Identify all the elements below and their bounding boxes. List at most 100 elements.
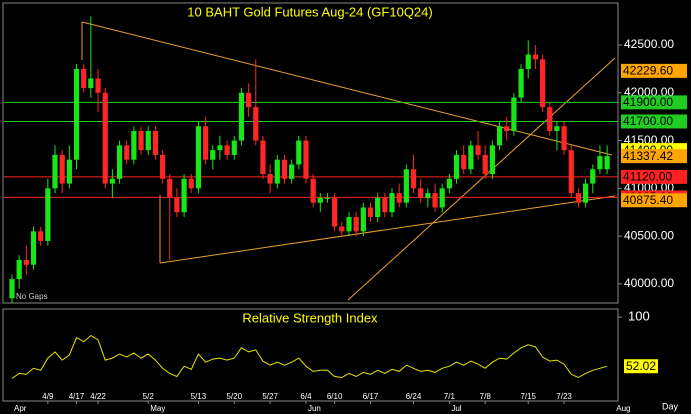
candle-body bbox=[518, 68, 524, 98]
candle-body bbox=[382, 197, 388, 213]
candle-body bbox=[231, 140, 237, 155]
candle-body bbox=[296, 140, 302, 165]
candle-body bbox=[102, 92, 108, 184]
price-label: 41900.00 bbox=[623, 95, 673, 109]
price-label: 41337.42 bbox=[623, 149, 673, 163]
candle-body bbox=[446, 178, 452, 189]
candle-body bbox=[303, 140, 309, 179]
x-tick-label: 7/23 bbox=[556, 392, 572, 401]
x-tick-label: 4/9 bbox=[42, 392, 54, 401]
candle-body bbox=[432, 193, 438, 208]
month-label: Apr bbox=[14, 404, 27, 413]
candle-body bbox=[131, 131, 137, 160]
candle-body bbox=[202, 126, 209, 160]
month-label: May bbox=[150, 404, 165, 413]
x-tick-label: 6/17 bbox=[363, 392, 379, 401]
candle-body bbox=[23, 260, 29, 265]
candle-body bbox=[403, 169, 409, 203]
y-tick-label: 40000.00 bbox=[624, 276, 674, 290]
candle-body bbox=[167, 178, 173, 198]
candle-body bbox=[583, 183, 589, 203]
candle-body bbox=[45, 188, 51, 241]
y-tick-label: 40500.00 bbox=[624, 228, 674, 242]
candle-body bbox=[317, 197, 323, 203]
candle-body bbox=[332, 197, 338, 227]
candle-body bbox=[590, 169, 596, 184]
rsi-panel bbox=[2, 308, 619, 402]
candle-body bbox=[532, 54, 539, 60]
candle-body bbox=[482, 154, 488, 175]
candle-body bbox=[439, 188, 445, 208]
trend-line bbox=[81, 21, 613, 156]
candle-body bbox=[88, 78, 94, 89]
candle-body bbox=[174, 197, 180, 213]
candle-body bbox=[461, 154, 467, 170]
candle-body bbox=[274, 159, 280, 184]
trend-line bbox=[347, 57, 616, 301]
candle-body bbox=[210, 150, 216, 160]
candle-body bbox=[188, 178, 194, 189]
candle-body bbox=[504, 126, 510, 132]
price-label-box bbox=[621, 169, 687, 184]
candle-body bbox=[575, 193, 582, 203]
x-tick-label: 7/15 bbox=[520, 392, 536, 401]
trend-line bbox=[159, 195, 616, 264]
candle-body bbox=[604, 156, 610, 170]
candle-body bbox=[260, 140, 266, 175]
trend-lines bbox=[81, 21, 616, 301]
candle-body bbox=[547, 107, 553, 132]
candle-body bbox=[30, 231, 37, 265]
candle-body bbox=[511, 97, 517, 132]
candle-body bbox=[561, 126, 567, 151]
candle-body bbox=[66, 159, 72, 184]
candle-body bbox=[496, 126, 503, 146]
candle-body bbox=[310, 178, 316, 203]
x-tick-label: 4/22 bbox=[90, 392, 106, 401]
price-label: 41120.00 bbox=[623, 170, 672, 184]
candle-body bbox=[346, 217, 352, 232]
candle-body bbox=[73, 68, 80, 160]
candle-body bbox=[138, 131, 144, 151]
candle-body bbox=[116, 145, 123, 179]
candle-body bbox=[267, 174, 273, 184]
candle-body bbox=[568, 150, 574, 194]
price-label-box bbox=[621, 63, 687, 78]
x-tick-label: 6/4 bbox=[300, 392, 312, 401]
candle-body bbox=[597, 156, 603, 170]
month-label: Aug bbox=[616, 404, 630, 413]
x-tick-label: 5/2 bbox=[143, 392, 155, 401]
candle-body bbox=[339, 226, 345, 232]
candle-body bbox=[109, 178, 115, 184]
x-tick-label: 7/8 bbox=[480, 392, 492, 401]
price-label: 40875.40 bbox=[623, 193, 673, 207]
candle-body bbox=[9, 279, 15, 299]
candle-body bbox=[95, 78, 101, 93]
price-label-box bbox=[621, 193, 687, 208]
price-label: 42229.60 bbox=[623, 64, 673, 78]
x-tick-label: 6/10 bbox=[327, 392, 343, 401]
candle-body bbox=[145, 131, 151, 151]
candle-body bbox=[59, 154, 65, 184]
candle-body bbox=[468, 145, 474, 170]
candle-body bbox=[246, 92, 252, 108]
y-tick-label: 42500.00 bbox=[624, 37, 674, 51]
candle-body bbox=[195, 126, 202, 189]
candle-body bbox=[217, 145, 223, 151]
candle-body bbox=[554, 126, 560, 132]
month-label: Jun bbox=[308, 404, 321, 413]
candle-body bbox=[453, 154, 460, 179]
candle-body bbox=[16, 260, 22, 280]
x-tick-label: 6/24 bbox=[406, 392, 422, 401]
candle-body bbox=[181, 178, 187, 213]
candle-body bbox=[367, 207, 374, 218]
price-label-box bbox=[621, 149, 687, 164]
price-label-box bbox=[621, 95, 687, 110]
candle-body bbox=[360, 207, 366, 232]
price-panel bbox=[2, 2, 619, 304]
candle-body bbox=[389, 193, 395, 213]
candle-body bbox=[353, 217, 359, 232]
month-label: Jul bbox=[451, 404, 461, 413]
x-tick-label: 5/20 bbox=[226, 392, 242, 401]
candle-body bbox=[253, 107, 259, 141]
period: Day bbox=[662, 401, 679, 411]
